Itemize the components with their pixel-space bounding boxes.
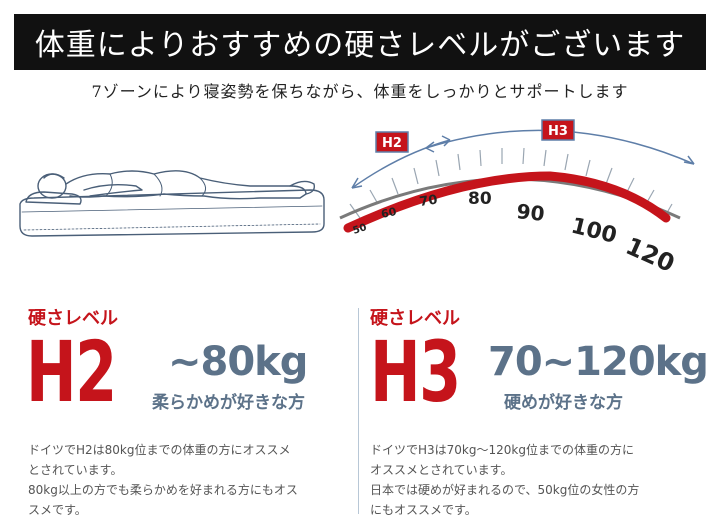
weight-range-h3: 70~120kg <box>488 339 709 385</box>
tick-label: 120 <box>622 232 679 276</box>
hardness-level-label: 硬さレベル <box>28 308 118 329</box>
svg-text:H2: H2 <box>382 136 402 151</box>
column-divider <box>358 308 359 514</box>
tick-label: 100 <box>569 214 620 249</box>
tick-label: 70 <box>418 193 438 210</box>
description-line: にもオススメです。 <box>370 503 477 517</box>
preference-h3: 硬めが好きな方 <box>504 393 623 413</box>
subtitle: 7ゾーンにより寝姿勢を保ちながら、体重をしっかりとサポートします <box>91 82 629 101</box>
description-h3: ドイツでH3は70kg～120kg位までの体重の方に オススメとされています。 … <box>370 440 700 520</box>
weight-gauge: H2 H3 50 60 70 80 90 100 120 <box>339 119 695 276</box>
tick-label: 90 <box>515 199 545 226</box>
description-line: スメです。 <box>28 503 87 517</box>
title-banner: 体重によりおすすめの硬さレベルがございます <box>14 14 706 70</box>
description-line: オススメとされています。 <box>370 463 513 477</box>
description-line: ドイツでH3は70kg～120kg位までの体重の方に <box>370 443 634 457</box>
description-line: 80kg以上の方でも柔らかめを好まれる方にもオス <box>28 483 298 497</box>
description-line: 日本では硬めが好まれるので、50kg位の女性の方 <box>370 483 640 497</box>
gauge-red-arc <box>343 171 671 233</box>
h2-badge: H2 <box>375 131 409 153</box>
level-h3: H3 <box>370 323 461 421</box>
page-title: 体重によりおすすめの硬さレベルがございます <box>34 28 686 63</box>
preference-h2: 柔らかめが好きな方 <box>152 393 305 413</box>
weight-range-h2: ~80kg <box>168 339 308 385</box>
description-line: とされています。 <box>28 463 123 477</box>
h3-badge: H3 <box>541 119 575 141</box>
description-line: ドイツでH2は80kg位までの体重の方にオススメ <box>28 443 291 457</box>
level-h2: H2 <box>26 323 117 421</box>
sleeping-person-illustration <box>19 170 325 237</box>
tick-label: 50 <box>352 222 369 237</box>
tick-label: 80 <box>468 189 492 209</box>
tick-label: 60 <box>380 205 398 221</box>
svg-text:H3: H3 <box>548 124 568 139</box>
h2-arrow <box>351 139 451 189</box>
description-h2: ドイツでH2は80kg位までの体重の方にオススメ とされています。 80kg以上… <box>28 440 350 520</box>
hardness-level-label: 硬さレベル <box>370 308 460 329</box>
